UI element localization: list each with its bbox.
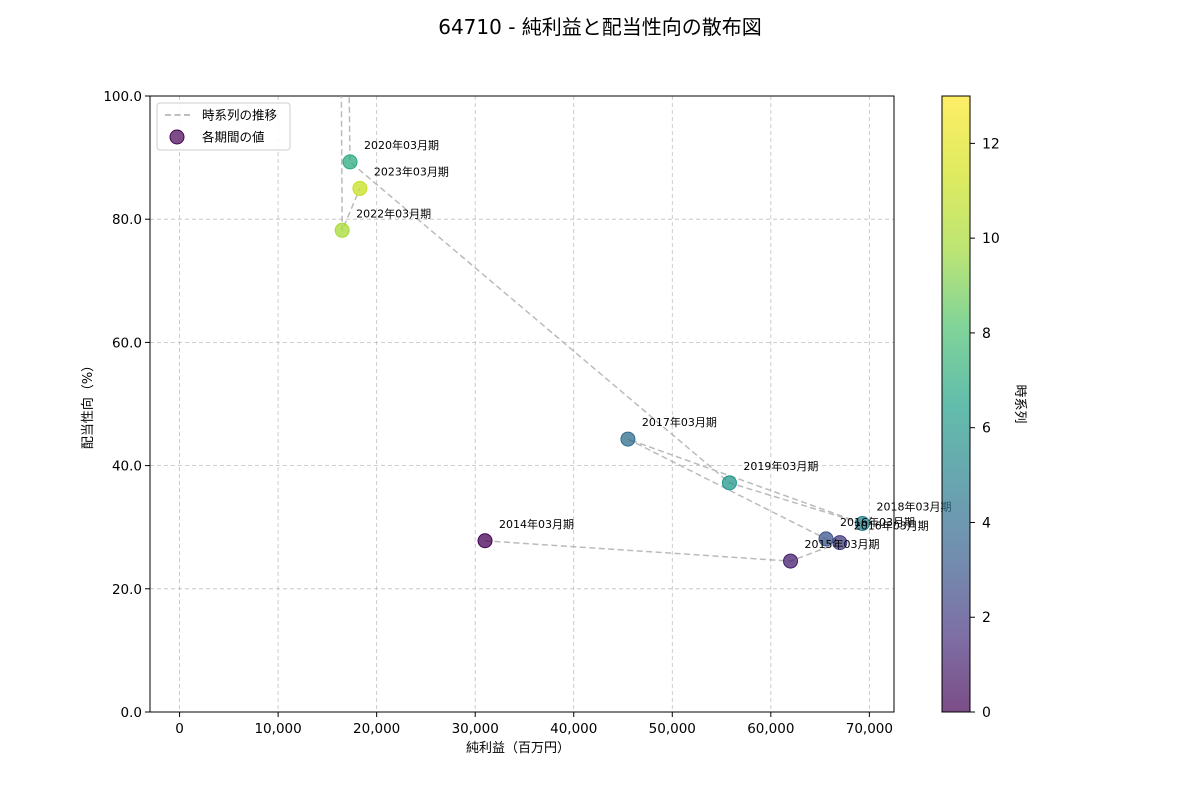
data-point-label: 2023年03月期 — [374, 164, 449, 178]
data-point-label: 2015年03月期 — [805, 537, 880, 551]
chart-title: 64710 - 純利益と配当性向の散布図 — [438, 15, 762, 39]
data-point — [352, 180, 368, 196]
colorbar-gradient — [942, 96, 970, 712]
data-point-label: 2019年03月期 — [743, 459, 818, 473]
x-axis-ticks: 0 10,000 20,000 30,000 40,000 50,000 60,000 70,… — [175, 712, 893, 737]
legend-point-swatch — [169, 129, 185, 145]
y-tick-label: 20.0 — [112, 582, 142, 598]
y-tick-label: 40.0 — [112, 459, 142, 475]
data-point — [342, 154, 358, 170]
data-point — [477, 533, 493, 549]
y-axis-label: 配当性向（%） — [80, 359, 96, 449]
data-point-label: 2014年03月期 — [499, 517, 574, 531]
data-point — [721, 475, 737, 491]
colorbar-tick-label: 2 — [982, 610, 991, 626]
x-tick-label: 70,000 — [846, 721, 893, 737]
points — [334, 154, 870, 569]
data-point — [818, 531, 834, 547]
x-tick-label: 40,000 — [550, 721, 597, 737]
y-tick-label: 60.0 — [112, 335, 142, 351]
x-tick-label: 30,000 — [452, 721, 499, 737]
x-tick-label: 60,000 — [747, 721, 794, 737]
data-point — [854, 516, 870, 532]
x-tick-label: 20,000 — [353, 721, 400, 737]
data-point — [832, 535, 848, 551]
colorbar-tick-label: 12 — [982, 136, 1000, 152]
data-point-label: 2017年03月期 — [642, 415, 717, 429]
data-point — [620, 431, 636, 447]
colorbar-label: 時系列 — [1012, 384, 1027, 423]
x-tick-label: 50,000 — [649, 721, 696, 737]
y-axis-ticks: 0.0 20.0 40.0 60.0 80.0 100.0 — [103, 89, 150, 721]
x-tick-label: 10,000 — [254, 721, 301, 737]
colorbar-tick-label: 10 — [982, 231, 1000, 247]
data-point — [783, 553, 799, 569]
data-point-label: 2018年03月期 — [876, 500, 951, 514]
y-tick-label: 80.0 — [112, 212, 142, 228]
colorbar: 0 2 4 6 8 10 12 時系列 — [941, 95, 1027, 721]
data-point-label: 2020年03月期 — [364, 138, 439, 152]
data-point-label: 2022年03月期 — [356, 206, 431, 220]
legend-box — [156, 102, 291, 151]
colorbar-tick-label: 8 — [982, 326, 991, 342]
legend-point-label: 各期間の値 — [202, 130, 265, 145]
data-point-label: 2016年03月期 — [840, 515, 915, 529]
colorbar-tick-label: 4 — [982, 515, 991, 531]
plot-frame — [149, 95, 895, 713]
colorbar-tick-label: 6 — [982, 421, 991, 437]
legend: 時系列の推移 各期間の値 — [156, 102, 291, 151]
colorbar-ticks: 0 2 4 6 8 10 12 — [970, 136, 1000, 721]
grid — [150, 95, 894, 713]
x-axis-label: 純利益（百万円） — [466, 741, 570, 756]
data-point-label: 2016年03月期 — [854, 519, 929, 533]
x-tick-label: 0 — [175, 721, 184, 737]
colorbar-frame — [941, 95, 971, 713]
y-tick-label: 0.0 — [121, 705, 142, 721]
trajectory-line — [340, 96, 863, 562]
y-tick-label: 100.0 — [103, 89, 142, 105]
colorbar-tick-label: 0 — [982, 705, 991, 721]
data-point — [334, 222, 350, 238]
legend-line-label: 時系列の推移 — [202, 108, 277, 123]
